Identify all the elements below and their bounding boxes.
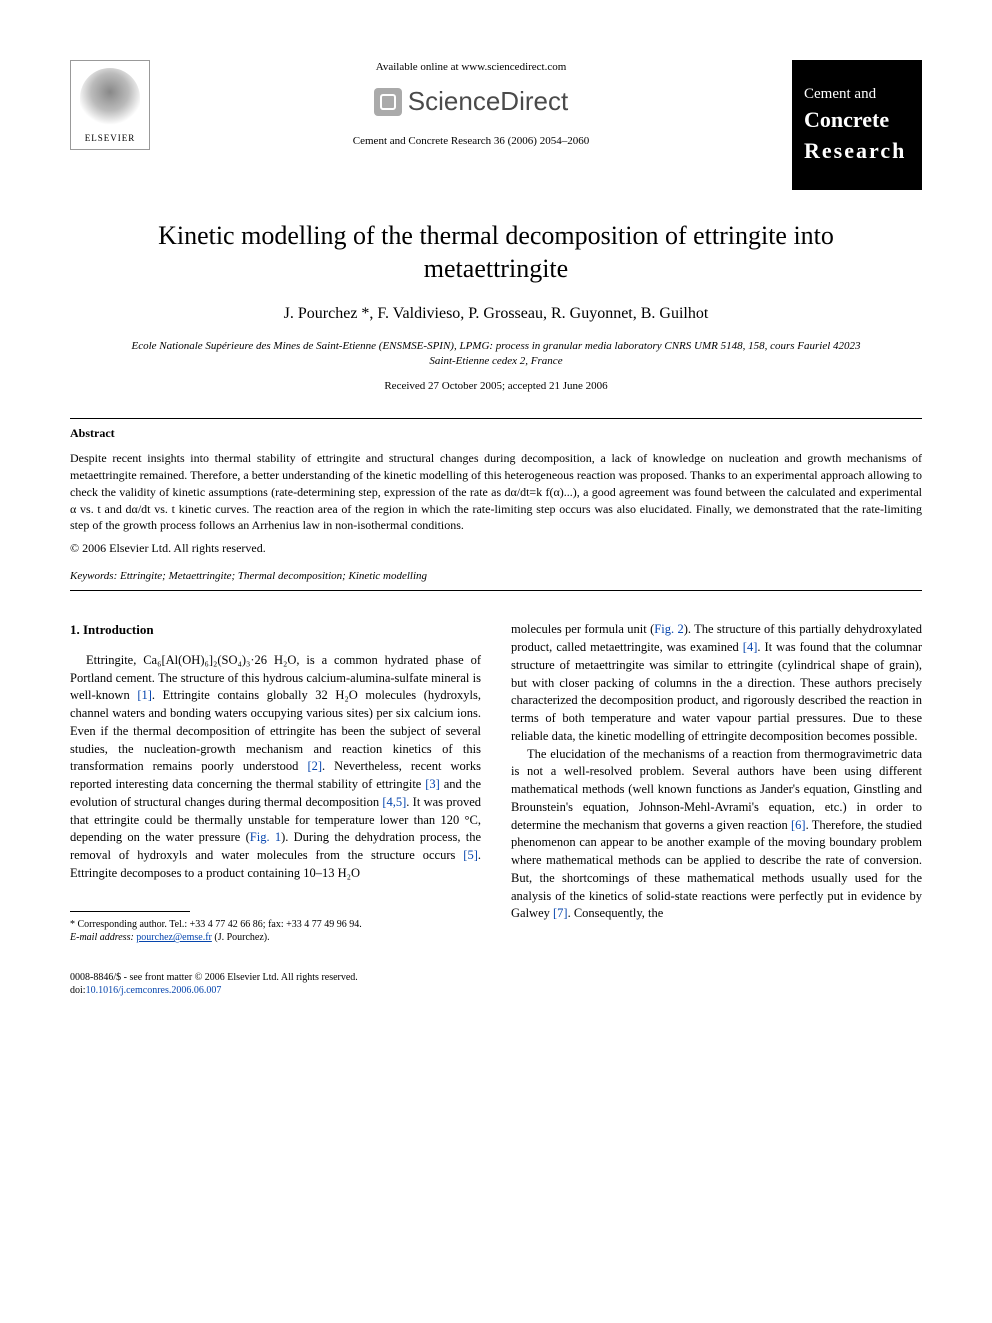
footnote-email-link[interactable]: pourchez@emse.fr <box>136 932 212 943</box>
footnote-email-label: E-mail address: <box>70 932 134 943</box>
intro-paragraph-2: The elucidation of the mechanisms of a r… <box>511 746 922 924</box>
keywords-line: Keywords: Ettringite; Metaettringite; Th… <box>70 569 922 584</box>
journal-logo-line1: Cement and <box>804 84 876 105</box>
sciencedirect-text: ScienceDirect <box>408 83 568 119</box>
doi-line: doi:10.1016/j.cemconres.2006.06.007 <box>70 984 922 998</box>
p1c-frag-a: molecules per formula unit ( <box>511 622 654 636</box>
rule-bottom <box>70 590 922 591</box>
journal-logo-line3: Research <box>804 136 906 167</box>
center-header: Available online at www.sciencedirect.co… <box>150 60 792 149</box>
ref-link-7[interactable]: [7] <box>553 906 568 920</box>
article-body: 1. Introduction Ettringite, Ca₆[Al(OH)₆]… <box>70 621 922 944</box>
footnote-email-line: E-mail address: pourchez@emse.fr (J. Pou… <box>70 931 481 945</box>
footnote-separator <box>70 911 190 912</box>
rule-top <box>70 418 922 419</box>
available-online-text: Available online at www.sciencedirect.co… <box>170 60 772 75</box>
doi-link[interactable]: 10.1016/j.cemconres.2006.06.007 <box>86 985 222 996</box>
corresponding-author-footnote: * Corresponding author. Tel.: +33 4 77 4… <box>70 918 481 945</box>
fig-link-2[interactable]: Fig. 2 <box>654 622 683 636</box>
ref-link-4-5[interactable]: [4,5] <box>382 795 406 809</box>
author-list: J. Pourchez *, F. Valdivieso, P. Grossea… <box>70 303 922 325</box>
article-title: Kinetic modelling of the thermal decompo… <box>110 220 882 285</box>
footnote-corr-line: * Corresponding author. Tel.: +33 4 77 4… <box>70 918 481 932</box>
abstract-copyright: © 2006 Elsevier Ltd. All rights reserved… <box>70 540 922 557</box>
abstract-heading: Abstract <box>70 425 922 442</box>
affiliation: Ecole Nationale Supérieure des Mines de … <box>130 339 862 369</box>
p1c-frag-c: . It was found that the columnar structu… <box>511 640 922 743</box>
journal-logo-line2: Concrete <box>804 105 889 136</box>
ref-link-4[interactable]: [4] <box>743 640 758 654</box>
fig-link-1[interactable]: Fig. 1 <box>250 830 281 844</box>
ref-link-1[interactable]: [1] <box>137 688 152 702</box>
ref-link-2[interactable]: [2] <box>307 759 322 773</box>
abstract-text: Despite recent insights into thermal sta… <box>70 450 922 534</box>
body-column-right: molecules per formula unit (Fig. 2). The… <box>511 621 922 944</box>
article-dates: Received 27 October 2005; accepted 21 Ju… <box>70 379 922 394</box>
p2-frag-c: . Consequently, the <box>568 906 664 920</box>
journal-reference: Cement and Concrete Research 36 (2006) 2… <box>170 134 772 149</box>
ref-link-6[interactable]: [6] <box>791 818 806 832</box>
ref-link-5[interactable]: [5] <box>463 848 478 862</box>
elsevier-label: ELSEVIER <box>85 132 136 145</box>
publisher-header: ELSEVIER Available online at www.science… <box>70 60 922 190</box>
sciencedirect-icon <box>374 88 402 116</box>
doi-label: doi: <box>70 985 86 996</box>
elsevier-tree-icon <box>80 68 140 128</box>
section-1-heading: 1. Introduction <box>70 621 481 639</box>
intro-paragraph-1: Ettringite, Ca₆[Al(OH)₆]₂(SO₄)₃·26 H₂O, … <box>70 652 481 883</box>
keywords-label: Keywords: <box>70 570 117 582</box>
intro-paragraph-1-cont: molecules per formula unit (Fig. 2). The… <box>511 621 922 745</box>
sciencedirect-logo: ScienceDirect <box>170 83 772 119</box>
body-column-left: 1. Introduction Ettringite, Ca₆[Al(OH)₆]… <box>70 621 481 944</box>
keywords-text: Ettringite; Metaettringite; Thermal deco… <box>120 570 427 582</box>
front-matter-footer: 0008-8846/$ - see front matter © 2006 El… <box>70 971 922 998</box>
ref-link-3[interactable]: [3] <box>425 777 440 791</box>
elsevier-logo: ELSEVIER <box>70 60 150 150</box>
issn-line: 0008-8846/$ - see front matter © 2006 El… <box>70 971 922 985</box>
journal-cover-logo: Cement and Concrete Research <box>792 60 922 190</box>
footnote-email-tail: (J. Pourchez). <box>214 932 269 943</box>
